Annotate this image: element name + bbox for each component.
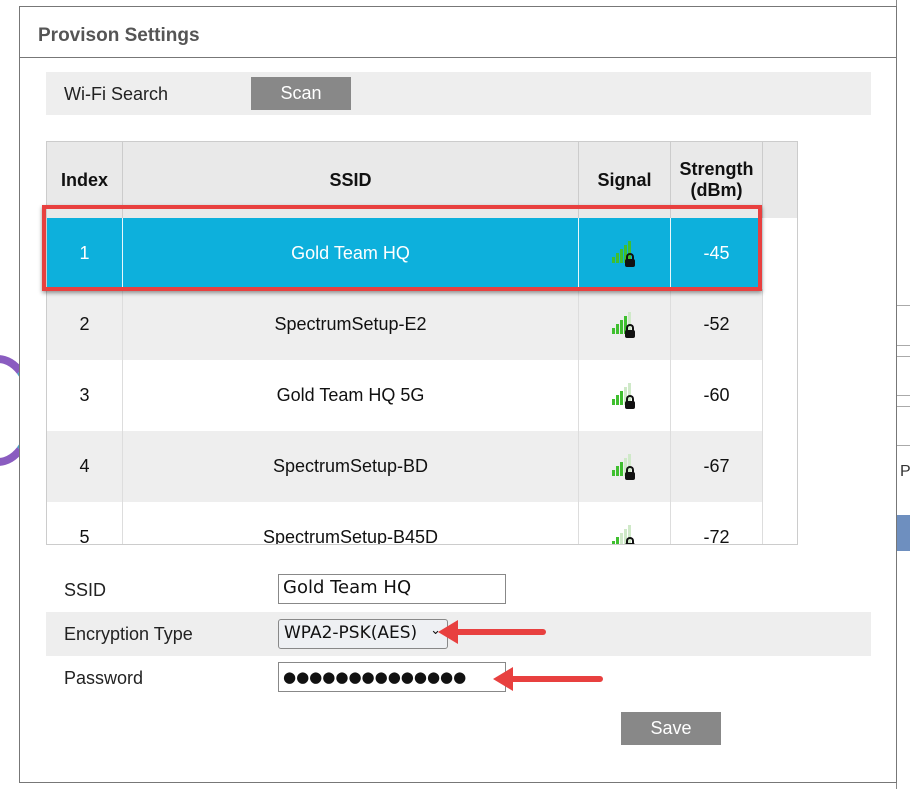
- signal-bar: [615, 252, 619, 263]
- signal-bar: [623, 386, 627, 405]
- signal-bar: [619, 319, 623, 334]
- ssid-cell: Gold Team HQ 5G: [123, 360, 579, 431]
- wifi-search-row: Wi-Fi Search Scan: [46, 72, 871, 115]
- signal-bar: [615, 465, 619, 476]
- arrow-annotation: [438, 620, 546, 644]
- ssid-cell: Gold Team HQ: [123, 218, 579, 289]
- ssid-cell: SpectrumSetup-BD: [123, 431, 579, 502]
- signal-bar: [619, 532, 623, 544]
- encryption-select[interactable]: WPA2-PSK(AES) ⌄: [278, 619, 448, 649]
- signal-cell: [579, 218, 671, 289]
- arrow-annotation: [493, 667, 603, 691]
- signal-bar: [615, 394, 619, 405]
- divider: [897, 305, 910, 306]
- index-cell: 3: [47, 360, 123, 431]
- signal-bar: [623, 315, 627, 334]
- signal-bar: [627, 453, 631, 476]
- scan-button[interactable]: Scan: [251, 77, 351, 110]
- signal-bar: [619, 390, 623, 405]
- lock-icon: [624, 465, 635, 480]
- signal-bar: [623, 528, 627, 544]
- signal-bar: [611, 327, 615, 334]
- index-cell: 1: [47, 218, 123, 289]
- save-button[interactable]: Save: [621, 712, 721, 745]
- strength-cell: -60: [671, 360, 763, 431]
- signal-bar: [627, 524, 631, 544]
- wifi-signal-lock-icon: [611, 453, 638, 480]
- signal-cell: [579, 360, 671, 431]
- signal-bar: [611, 540, 615, 544]
- signal-bar: [623, 244, 627, 263]
- signal-bar: [623, 457, 627, 476]
- strength-cell: -52: [671, 289, 763, 360]
- header-signal[interactable]: Signal: [579, 142, 671, 218]
- highlight-box: [42, 205, 762, 291]
- encryption-label: Encryption Type: [64, 624, 193, 644]
- lock-icon: [624, 323, 635, 338]
- wifi-signal-lock-icon: [611, 240, 638, 267]
- password-label: Password: [64, 668, 144, 688]
- background-text: P: [900, 463, 910, 480]
- table-row[interactable]: 4 SpectrumSetup-BD -67: [47, 431, 763, 502]
- wifi-table[interactable]: Index SSID Signal Strength (dBm) 1 Gold T…: [46, 141, 798, 545]
- chevron-down-icon: ⌄: [430, 623, 441, 638]
- signal-bar: [627, 311, 631, 334]
- signal-cell: [579, 289, 671, 360]
- signal-bar: [627, 240, 631, 263]
- signal-bar: [627, 382, 631, 405]
- signal-cell: [579, 431, 671, 502]
- ssid-row: SSID Gold Team HQ: [46, 568, 871, 612]
- signal-bar: [611, 398, 615, 405]
- wifi-search-label: Wi-Fi Search: [64, 84, 169, 104]
- divider: [897, 445, 910, 446]
- ssid-label: SSID: [64, 580, 107, 600]
- divider: [897, 406, 910, 407]
- table-row[interactable]: 1 Gold Team HQ -45: [47, 218, 763, 289]
- table-row[interactable]: 5 SpectrumSetup-B45D -72: [47, 502, 763, 544]
- password-row: Password ●●●●●●●●●●●●●●: [46, 656, 871, 700]
- lock-icon: [624, 252, 635, 267]
- wifi-signal-lock-icon: [611, 524, 638, 544]
- header-index[interactable]: Index: [47, 142, 123, 218]
- panel-title: Provison Settings: [38, 25, 200, 46]
- table-row[interactable]: 2 SpectrumSetup-E2 -52: [47, 289, 763, 360]
- index-cell: 4: [47, 431, 123, 502]
- provision-settings-panel: Provison Settings Wi-Fi Search Scan Inde…: [19, 6, 897, 783]
- wifi-signal-lock-icon: [611, 311, 638, 338]
- divider: [897, 356, 910, 357]
- signal-cell: [579, 502, 671, 544]
- table-row[interactable]: 3 Gold Team HQ 5G -60: [47, 360, 763, 431]
- divider: [897, 345, 910, 346]
- ssid-cell: SpectrumSetup-B45D: [123, 502, 579, 544]
- wifi-signal-lock-icon: [611, 382, 638, 409]
- ssid-cell: SpectrumSetup-E2: [123, 289, 579, 360]
- signal-bar: [611, 256, 615, 263]
- index-cell: 2: [47, 289, 123, 360]
- password-input[interactable]: ●●●●●●●●●●●●●●: [278, 662, 506, 692]
- header-ssid[interactable]: SSID: [123, 142, 579, 218]
- signal-bar: [615, 536, 619, 544]
- signal-bar: [619, 248, 623, 263]
- divider: [897, 395, 910, 396]
- background-button: [897, 515, 910, 551]
- lock-icon: [624, 536, 635, 544]
- header-strength[interactable]: Strength (dBm): [671, 142, 763, 218]
- encryption-value: WPA2-PSK(AES): [284, 623, 418, 643]
- strength-cell: -67: [671, 431, 763, 502]
- lock-icon: [624, 394, 635, 409]
- ssid-input[interactable]: Gold Team HQ: [278, 574, 506, 604]
- signal-bar: [611, 469, 615, 476]
- index-cell: 5: [47, 502, 123, 544]
- panel-header: Provison Settings: [20, 7, 896, 58]
- signal-bar: [619, 461, 623, 476]
- strength-cell: -45: [671, 218, 763, 289]
- strength-cell: -72: [671, 502, 763, 544]
- signal-bar: [615, 323, 619, 334]
